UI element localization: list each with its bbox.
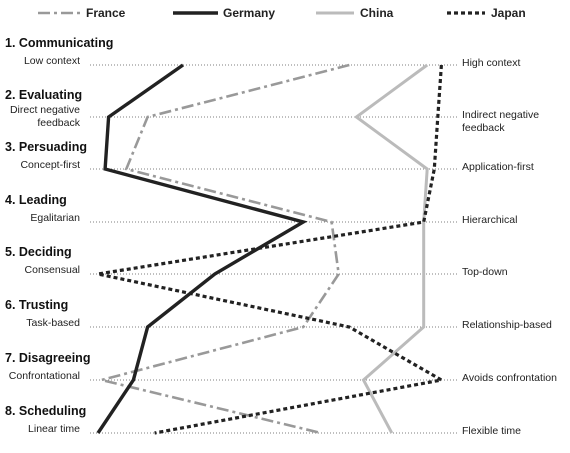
pole-label-right: Top-down bbox=[462, 266, 508, 278]
legend-label-france: France bbox=[86, 6, 126, 20]
pole-label-left: Egalitarian bbox=[30, 212, 80, 224]
pole-label-left: Confrontational bbox=[9, 370, 80, 382]
dimension-title: 6. Trusting bbox=[5, 298, 68, 312]
pole-label-left: Direct negative feedback bbox=[10, 104, 81, 129]
legend-label-china: China bbox=[360, 6, 394, 20]
pole-label-right: Hierarchical bbox=[462, 214, 517, 226]
pole-label-right: High context bbox=[462, 57, 520, 69]
series-line-france bbox=[101, 63, 350, 435]
pole-label-right: Flexible time bbox=[462, 425, 521, 437]
dimension-title: 1. Communicating bbox=[5, 36, 113, 50]
series-line-japan bbox=[97, 64, 446, 435]
dimension-title: 4. Leading bbox=[5, 193, 67, 207]
pole-label-right: Indirect negative feedback bbox=[462, 109, 539, 134]
pole-label-right: Application-first bbox=[462, 161, 534, 173]
dimension-title: 8. Scheduling bbox=[5, 404, 86, 418]
pole-label-left: Low context bbox=[24, 55, 80, 67]
pole-label-left: Concept-first bbox=[20, 159, 80, 171]
legend-label-germany: Germany bbox=[223, 6, 275, 20]
series-line-germany bbox=[96, 63, 308, 434]
pole-label-left: Consensual bbox=[25, 264, 80, 276]
legend-label-japan: Japan bbox=[491, 6, 526, 20]
pole-label-right: Avoids confrontation bbox=[462, 372, 557, 384]
dimension-title: 7. Disagreeing bbox=[5, 351, 90, 365]
dimension-title: 2. Evaluating bbox=[5, 88, 82, 102]
dimension-title: 3. Persuading bbox=[5, 140, 87, 154]
series-line-china bbox=[353, 63, 429, 434]
pole-label-right: Relationship-based bbox=[462, 319, 552, 331]
pole-label-left: Task-based bbox=[26, 317, 80, 329]
dimension-title: 5. Deciding bbox=[5, 245, 72, 259]
pole-label-left: Linear time bbox=[28, 423, 80, 435]
